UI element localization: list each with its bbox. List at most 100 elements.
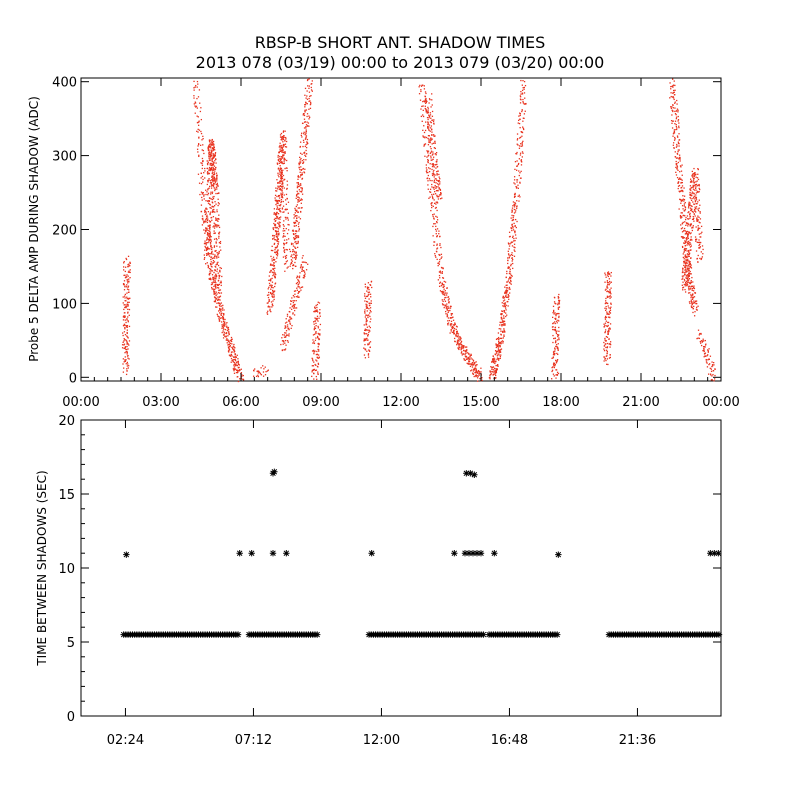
shadow-amp-point [274, 247, 277, 249]
shadow-amp-point [279, 226, 281, 228]
shadow-amp-point [433, 164, 435, 166]
shadow-amp-point [204, 167, 206, 170]
shadow-amp-point [366, 287, 369, 289]
shadow-amp-point [284, 167, 286, 170]
shadow-amp-point [125, 326, 127, 328]
shadow-amp-point [278, 221, 280, 223]
shadow-amp-point [435, 221, 438, 223]
shadow-amp-point [224, 328, 227, 331]
shadow-amp-point [609, 328, 611, 330]
shadow-amp-point [307, 85, 309, 87]
shadow-amp-point [432, 165, 434, 167]
shadow-amp-point [209, 167, 211, 170]
shadow-amp-point [216, 176, 218, 178]
shadow-amp-point [219, 282, 222, 284]
shadow-amp-point [442, 304, 444, 306]
shadow-amp-point [193, 89, 195, 91]
shadow-amp-point [196, 107, 199, 109]
shadow-amp-point [517, 195, 519, 197]
shadow-amp-point [214, 189, 216, 192]
shadow-amp-point [297, 296, 299, 298]
shadow-amp-point [295, 282, 298, 285]
shadow-amp-point [282, 334, 284, 336]
shadow-amp-point [700, 332, 702, 335]
shadow-amp-point [210, 245, 212, 247]
shadow-amp-point [230, 351, 233, 353]
shadow-amp-point [515, 152, 517, 155]
shadow-amp-point [709, 363, 711, 365]
shadow-amp-point [695, 196, 698, 199]
shadow-amp-point [214, 225, 216, 228]
shadow-amp-point [510, 283, 512, 285]
shadow-amp-point [603, 360, 605, 362]
shadow-amp-point [212, 153, 214, 155]
shadow-amp-point [511, 254, 514, 256]
shadow-amp-point [433, 174, 435, 176]
shadow-amp-point [277, 233, 279, 235]
shadow-amp-point [455, 335, 457, 337]
shadow-amp-point [429, 121, 432, 123]
shadow-amp-point [508, 288, 510, 290]
shadow-amp-point [691, 205, 693, 208]
shadow-amp-point [675, 113, 677, 116]
shadow-amp-point [317, 366, 319, 368]
shadow-amp-point [710, 370, 713, 373]
shadow-amp-point [295, 257, 297, 259]
shadow-amp-point [204, 242, 206, 244]
shadow-amp-point [298, 282, 301, 284]
shadow-amp-point [521, 135, 523, 137]
shadow-amp-point [277, 228, 280, 230]
shadow-amp-point [212, 164, 215, 166]
shadow-amp-point [674, 107, 676, 109]
shadow-amp-point [201, 196, 203, 199]
shadow-amp-point [286, 313, 289, 316]
shadow-amp-point [684, 230, 687, 232]
shadow-amp-point [692, 197, 694, 200]
shadow-amp-point [607, 363, 609, 366]
shadow-amp-point [438, 179, 440, 182]
shadow-amp-point [687, 218, 689, 220]
shadow-amp-point [299, 272, 301, 274]
shadow-amp-point [427, 135, 430, 137]
shadow-amp-point [469, 355, 471, 357]
shadow-amp-point [368, 343, 370, 345]
shadow-amp-point [603, 341, 605, 344]
shadow-amp-point [280, 180, 282, 183]
shadow-amp-point [463, 353, 465, 355]
shadow-amp-point [318, 302, 321, 304]
shadow-amp-point [129, 269, 131, 271]
shadow-amp-point [295, 194, 298, 196]
shadow-amp-point [318, 357, 320, 359]
shadow-amp-point [301, 177, 304, 180]
shadow-amp-point [423, 145, 425, 147]
shadow-amp-point [505, 289, 507, 292]
shadow-amp-point [686, 241, 689, 243]
shadow-amp-point [215, 278, 217, 280]
shadow-amp-point [523, 117, 525, 120]
shadow-amp-point [692, 185, 694, 187]
shadow-amp-point [684, 273, 686, 275]
shadow-amp-point [286, 197, 288, 200]
shadow-amp-point [494, 377, 497, 379]
shadow-amp-point [276, 217, 278, 220]
shadow-amp-point [215, 274, 217, 276]
shadow-amp-point [284, 143, 287, 145]
shadow-amp-point [607, 331, 609, 333]
shadow-amp-point [434, 142, 436, 144]
shadow-amp-point [427, 152, 429, 154]
shadow-amp-point [472, 372, 474, 374]
shadow-amp-point [695, 192, 698, 194]
shadow-amp-point [696, 185, 698, 187]
shadow-amp-point [269, 291, 272, 294]
shadow-amp-point [124, 293, 127, 296]
shadow-amp-point [685, 239, 688, 241]
shadow-amp-point [268, 291, 270, 294]
shadow-amp-point [512, 219, 515, 221]
shadow-amp-point [222, 307, 224, 309]
shadow-amp-point [273, 242, 276, 245]
shadow-amp-point [268, 294, 270, 296]
shadow-amp-point [284, 325, 286, 327]
shadow-amp-point [446, 308, 448, 310]
shadow-amp-point [513, 204, 515, 206]
shadow-amp-point [694, 210, 696, 212]
